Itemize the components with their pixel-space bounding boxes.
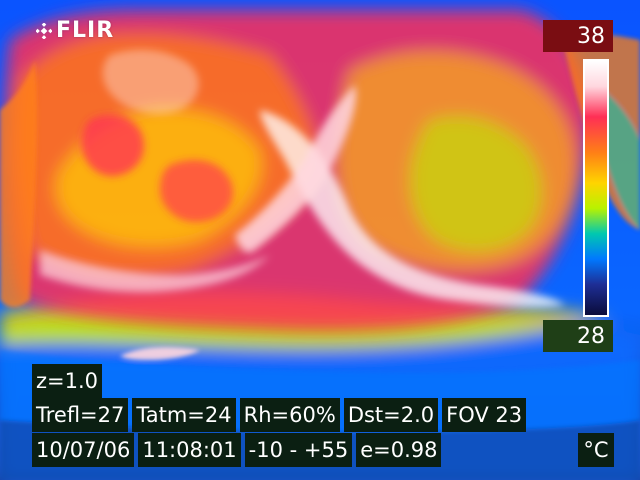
range-readout: -10 - +55	[244, 433, 353, 467]
time-readout: 11:08:01	[138, 433, 241, 467]
flir-mark-icon	[36, 22, 52, 39]
hud-row-zoom: z=1.0	[32, 364, 103, 398]
emissivity-readout: e=0.98	[356, 433, 442, 467]
hud-row-parameters: Trefl=27 Tatm=24 Rh=60% Dst=2.0 FOV 23	[32, 398, 527, 432]
flir-logo: FLIR	[36, 18, 114, 43]
temperature-scale-gradient	[585, 61, 607, 315]
temperature-unit-label: °C	[578, 433, 614, 467]
scale-min-value: 28	[577, 323, 605, 349]
temperature-scale-bar	[583, 59, 609, 317]
rh-readout: Rh=60%	[239, 398, 340, 432]
dst-readout: Dst=2.0	[343, 398, 439, 432]
scale-max-value: 38	[577, 23, 605, 49]
date-readout: 10/07/06	[32, 433, 135, 467]
tatm-readout: Tatm=24	[132, 398, 236, 432]
zoom-readout: z=1.0	[32, 364, 103, 398]
trefl-readout: Trefl=27	[32, 398, 129, 432]
scale-min-label: 28	[543, 320, 613, 352]
logo-text: FLIR	[56, 18, 115, 43]
fov-readout: FOV 23	[442, 398, 527, 432]
hud-row-time-range: 10/07/06 11:08:01 -10 - +55 e=0.98	[32, 433, 442, 467]
scale-max-label: 38	[543, 20, 613, 52]
